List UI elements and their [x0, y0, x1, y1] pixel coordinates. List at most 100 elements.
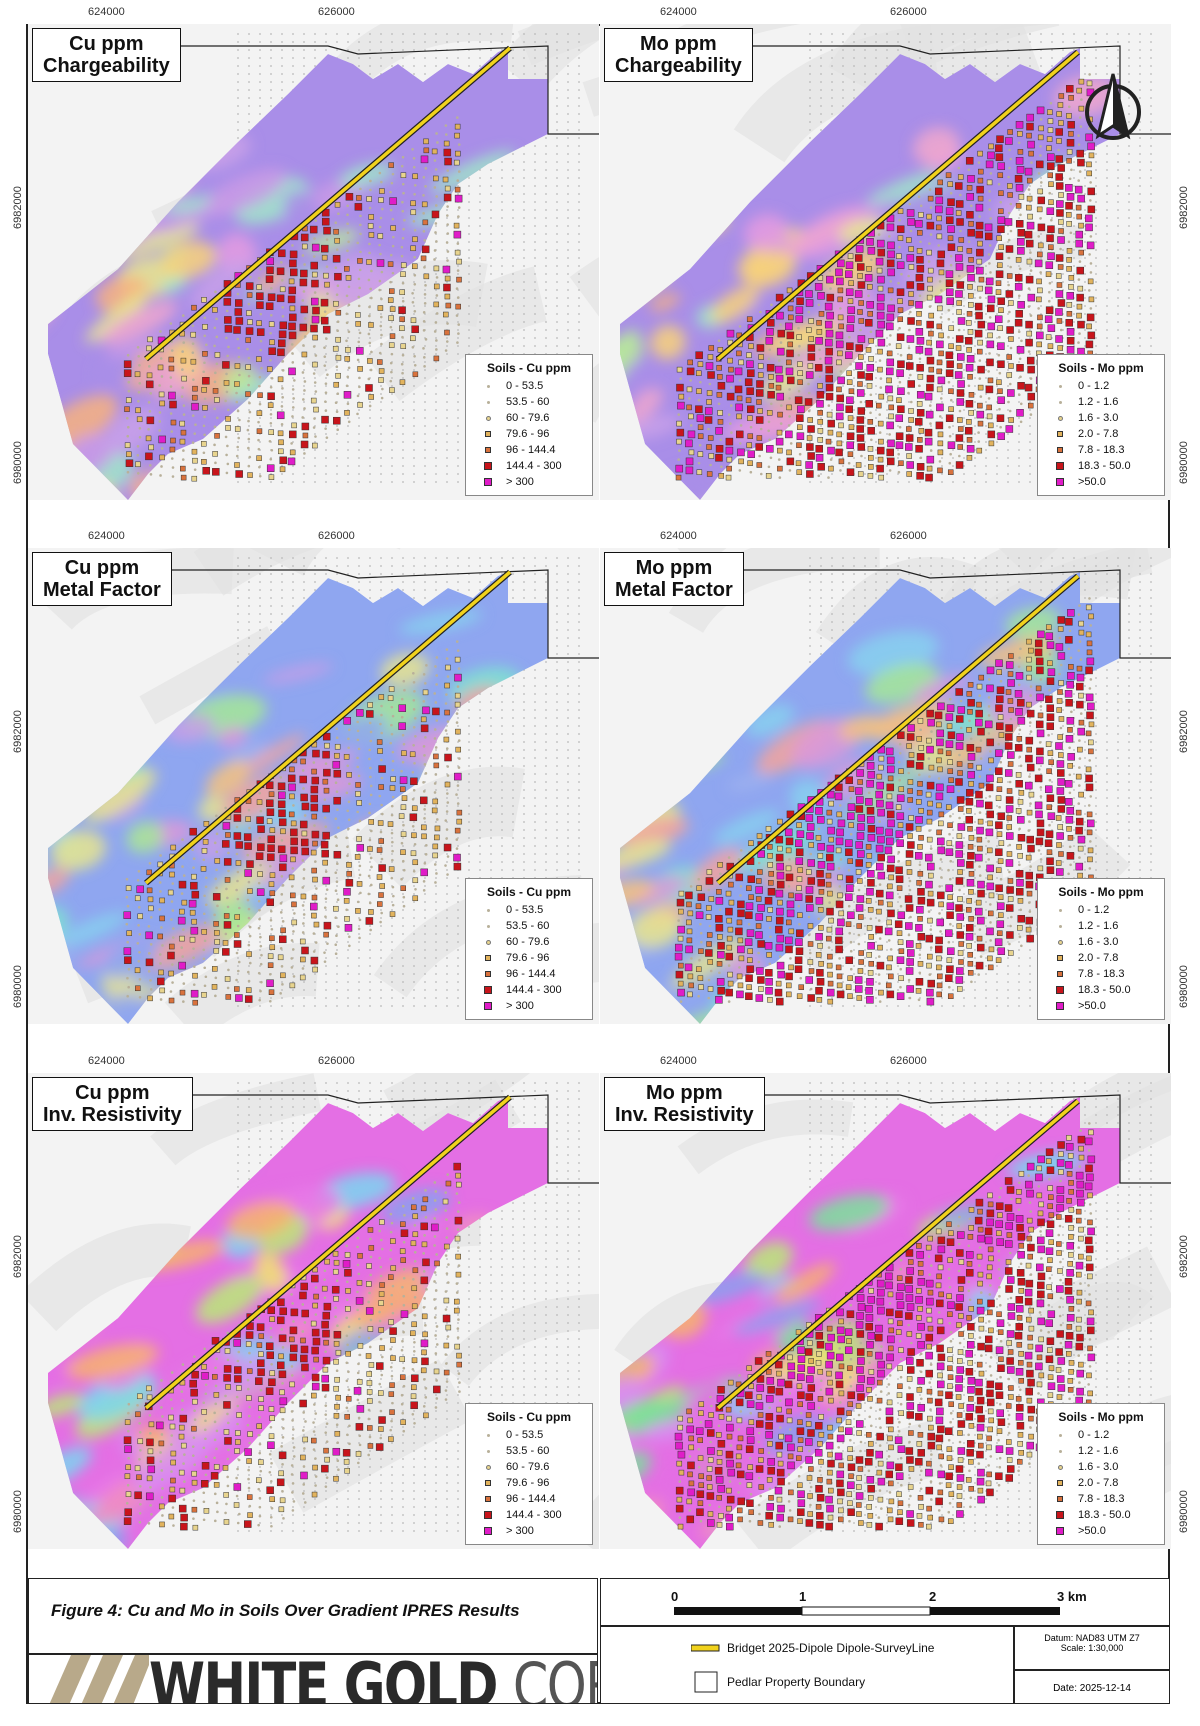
legend-item: 18.3 - 50.0: [1044, 982, 1158, 998]
legend-item-label: 7.8 - 18.3: [1078, 1493, 1125, 1505]
survey-line: [716, 574, 1080, 885]
legend-item: 1.6 - 3.0: [1044, 410, 1158, 426]
grid-label-x: 624000: [660, 1055, 697, 1067]
legend-item-label: 96 - 144.4: [506, 968, 556, 980]
legend-symbol: [1052, 1445, 1068, 1457]
soil-samples: [674, 1122, 1096, 1531]
grid-label-y: 6980000: [1178, 441, 1190, 484]
legend-item-label: 0 - 1.2: [1078, 380, 1110, 392]
legend-item: 0 - 53.5: [472, 378, 586, 394]
legend-symbol: [1052, 984, 1068, 996]
legend-symbol: [480, 1509, 496, 1521]
legend-item-label: 96 - 144.4: [506, 1493, 556, 1505]
grid-label-x: 624000: [88, 530, 125, 542]
panel-title-metal: Mo ppm: [640, 33, 717, 55]
hillshade-ridge: [828, 24, 1051, 102]
soil-samples: [675, 73, 1096, 482]
hillshade-ridge: [326, 24, 514, 95]
panel-title-survey: Chargeability: [43, 55, 170, 77]
grid-label-x: 626000: [890, 530, 927, 542]
legend-item-label: 79.6 - 96: [506, 428, 550, 440]
legend-item: 1.2 - 1.6: [1044, 1443, 1158, 1459]
legend-symbol: [1052, 936, 1068, 948]
grid-label-x: 624000: [660, 6, 697, 18]
map-panel-2: Mo ppm Chargeability Soils - Mo ppm 0 - 1.2…: [600, 24, 1171, 500]
property-boundary: [168, 569, 599, 659]
grid-label-x: 626000: [318, 6, 355, 18]
caption-box: Figure 4: Cu and Mo in Soils Over Gradie…: [28, 1578, 598, 1654]
legend-symbol: [480, 984, 496, 996]
grid-label-y: 6982000: [12, 186, 24, 229]
legend-item-label: 1.2 - 1.6: [1078, 1445, 1119, 1457]
legend-item-label: 144.4 - 300: [506, 1509, 562, 1521]
panel-title: Cu ppm Inv. Resistivity: [32, 1077, 193, 1131]
soil-samples: [123, 640, 463, 1006]
legend-item: 144.4 - 300: [472, 458, 586, 474]
legend-item-label: > 300: [506, 1000, 534, 1012]
legend-symbol: [1052, 476, 1068, 488]
legend-item: 144.4 - 300: [472, 982, 586, 998]
scale-label-0: 0: [671, 1589, 679, 1604]
legend-item-label: 0 - 1.2: [1078, 904, 1110, 916]
legend-symbol: [480, 920, 496, 932]
legend-item-label: 2.0 - 7.8: [1078, 952, 1119, 964]
legend-item: >50.0: [1044, 474, 1158, 490]
hillshade-ridge: [28, 1223, 191, 1332]
legend-item-label: >50.0: [1078, 1525, 1106, 1537]
boundary-label: Pedlar Property Boundary: [727, 1675, 866, 1689]
legend-symbol: [480, 936, 496, 948]
map-canvas: [28, 24, 599, 500]
grid-label-x: 626000: [318, 530, 355, 542]
soil-samples: [123, 116, 463, 482]
hillshade-ridge: [925, 225, 1083, 315]
legend-item: 2.0 - 7.8: [1044, 426, 1158, 442]
legend-item-label: 60 - 79.6: [506, 1461, 550, 1473]
legend-item: 60 - 79.6: [472, 1459, 586, 1475]
hillshade-ridge: [440, 1293, 599, 1387]
legend-item: >50.0: [1044, 998, 1158, 1014]
map-canvas: [600, 548, 1171, 1024]
property-boundary: [740, 1094, 1171, 1184]
legend-symbol: [480, 1429, 496, 1441]
survey-line: [144, 46, 512, 361]
legend-item: 1.6 - 3.0: [1044, 934, 1158, 950]
survey-line-icon: [691, 1644, 720, 1652]
legend-item: 2.0 - 7.8: [1044, 1475, 1158, 1491]
legend-item: 0 - 1.2: [1044, 378, 1158, 394]
legend-item-label: 1.6 - 3.0: [1078, 412, 1119, 424]
date-box: Date: 2025-12-14: [1014, 1670, 1170, 1704]
legend-item-label: 18.3 - 50.0: [1078, 984, 1131, 996]
panel-title-metal: Cu ppm: [64, 557, 140, 579]
logo-text-corp: CORP: [512, 1654, 597, 1704]
hillshade-ridge: [517, 24, 599, 66]
legend-item-label: 2.0 - 7.8: [1078, 1477, 1119, 1489]
legend-symbol: [480, 460, 496, 472]
map-panel-5: Cu ppm Inv. Resistivity Soils - Cu ppm 0 - …: [28, 1073, 599, 1549]
panel-title: Mo ppm Metal Factor: [604, 552, 744, 606]
legend-symbol: [480, 396, 496, 408]
legend-symbol: [1052, 968, 1068, 980]
legend-item-label: 18.3 - 50.0: [1078, 460, 1131, 472]
legend-item: 60 - 79.6: [472, 410, 586, 426]
legend-item-label: 1.6 - 3.0: [1078, 1461, 1119, 1473]
soils-legend-title: Soils - Cu ppm: [487, 1410, 571, 1424]
legend-item: 1.2 - 1.6: [1044, 918, 1158, 934]
panel-title-metal: Cu ppm: [69, 33, 144, 55]
grid-label-x: 624000: [88, 1055, 125, 1067]
legend-symbol: [480, 1477, 496, 1489]
legend-item: 60 - 79.6: [472, 934, 586, 950]
legend-symbol: [1052, 444, 1068, 456]
panel-title-survey: Metal Factor: [615, 579, 733, 601]
panel-title: Mo ppm Inv. Resistivity: [604, 1077, 765, 1131]
legend-item-label: 0 - 53.5: [506, 380, 544, 392]
legend-item-label: 1.2 - 1.6: [1078, 920, 1119, 932]
legend-item: >50.0: [1044, 1523, 1158, 1539]
scale-label-2: 2: [929, 1589, 937, 1604]
legend-symbol: [480, 1445, 496, 1457]
panel-title-survey: Inv. Resistivity: [615, 1104, 754, 1126]
soil-samples: [123, 1162, 463, 1531]
legend-symbol: [1052, 1477, 1068, 1489]
legend-symbol: [480, 1493, 496, 1505]
logo-text-main: WHITE GOLD: [149, 1654, 498, 1704]
map-legend: Bridget 2025-Dipole Dipole-SurveyLine Pe…: [600, 1626, 1014, 1704]
